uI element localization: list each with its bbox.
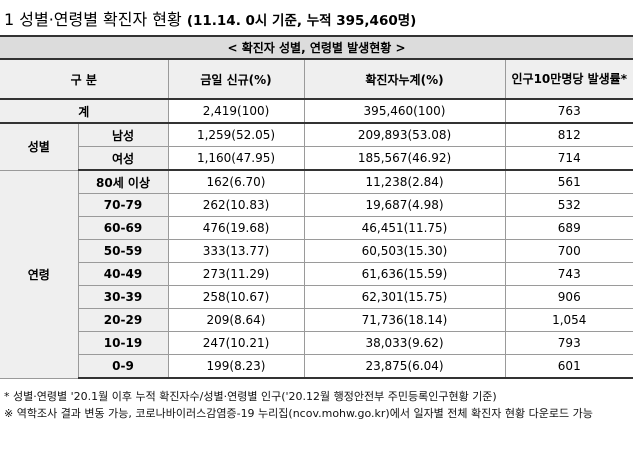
cell-today: 273(11.29)	[167, 262, 305, 286]
cell-cumulative: 19,687(4.98)	[303, 193, 506, 217]
table-row: 연령 80세 이상 162(6.70) 11,238(2.84) 561	[0, 169, 633, 379]
title-main: 1 성별·연령별 확진자 현황	[4, 10, 182, 29]
cell-cumulative: 185,567(46.92)	[303, 146, 506, 171]
table-row: 성별 남성 1,259(52.05) 209,893(53.08) 812	[0, 122, 633, 171]
cell-cumulative: 46,451(11.75)	[303, 216, 506, 240]
row-label: 0-9	[77, 354, 169, 379]
table-caption-row: < 확진자 성별, 연령별 발생현황 >	[0, 35, 633, 60]
cell-rate: 906	[504, 285, 633, 309]
cell-cumulative: 38,033(9.62)	[303, 331, 506, 355]
row-label: 남성	[77, 122, 169, 147]
cell-today: 162(6.70)	[167, 169, 305, 194]
cell-today: 1,259(52.05)	[167, 122, 305, 147]
row-label: 20-29	[77, 308, 169, 332]
cell-today: 258(10.67)	[167, 285, 305, 309]
table-row: 0-9 199(8.23) 23,875(6.04) 601	[0, 354, 633, 379]
confirmed-cases-table: < 확진자 성별, 연령별 발생현황 > 구 분 금일 신규(%) 확진자누계(…	[0, 35, 633, 379]
cell-today: 1,160(47.95)	[167, 146, 305, 171]
table-caption: < 확진자 성별, 연령별 발생현황 >	[0, 35, 633, 60]
cell-cumulative: 71,736(18.14)	[303, 308, 506, 332]
cell-rate: 532	[504, 193, 633, 217]
table-row: 40-49 273(11.29) 61,636(15.59) 743	[0, 262, 633, 286]
header-cumulative: 확진자누계(%)	[303, 58, 506, 100]
cell-cumulative: 209,893(53.08)	[303, 122, 506, 147]
row-label: 80세 이상	[77, 169, 169, 194]
table-row: 30-39 258(10.67) 62,301(15.75) 906	[0, 285, 633, 309]
total-today: 2,419(100)	[167, 98, 305, 124]
cell-today: 476(19.68)	[167, 216, 305, 240]
total-rate: 763	[504, 98, 633, 124]
cell-today: 333(13.77)	[167, 239, 305, 263]
cell-rate: 561	[504, 169, 633, 194]
title-sub: (11.14. 0시 기준, 누적 395,460명)	[186, 13, 417, 29]
cell-cumulative: 62,301(15.75)	[303, 285, 506, 309]
row-label: 50-59	[77, 239, 169, 263]
cell-rate: 700	[504, 239, 633, 263]
cell-today: 199(8.23)	[167, 354, 305, 379]
footnotes: * 성별·연령별 '20.1월 이후 누적 확진자수/성별·연령별 인구('20…	[4, 388, 630, 422]
cell-today: 262(10.83)	[167, 193, 305, 217]
footnote-rate-definition: * 성별·연령별 '20.1월 이후 누적 확진자수/성별·연령별 인구('20…	[4, 390, 497, 403]
cell-cumulative: 23,875(6.04)	[303, 354, 506, 379]
cell-cumulative: 60,503(15.30)	[303, 239, 506, 263]
cell-rate: 601	[504, 354, 633, 379]
total-cumulative: 395,460(100)	[303, 98, 506, 124]
row-label: 60-69	[77, 216, 169, 240]
table-row: 20-29 209(8.64) 71,736(18.14) 1,054	[0, 308, 633, 332]
cell-rate: 793	[504, 331, 633, 355]
row-label: 70-79	[77, 193, 169, 217]
header-rate: 인구10만명당 발생률*	[504, 58, 633, 100]
cell-rate: 1,054	[504, 308, 633, 332]
cell-cumulative: 61,636(15.59)	[303, 262, 506, 286]
row-label: 여성	[77, 146, 169, 171]
cell-rate: 743	[504, 262, 633, 286]
table-row: 여성 1,160(47.95) 185,567(46.92) 714	[0, 146, 633, 171]
cell-cumulative: 11,238(2.84)	[303, 169, 506, 194]
table-row: 10-19 247(10.21) 38,033(9.62) 793	[0, 331, 633, 355]
header-category: 구 분	[0, 58, 169, 100]
table-row: 60-69 476(19.68) 46,451(11.75) 689	[0, 216, 633, 240]
table-header-row: 구 분 금일 신규(%) 확진자누계(%) 인구10만명당 발생률*	[0, 58, 633, 100]
footnote-data-source: ※ 역학조사 결과 변동 가능, 코로나바이러스감염증-19 누리집(ncov.…	[4, 407, 593, 420]
table-row: 50-59 333(13.77) 60,503(15.30) 700	[0, 239, 633, 263]
page-title: 1 성별·연령별 확진자 현황 (11.14. 0시 기준, 누적 395,46…	[4, 6, 416, 30]
table-row: 70-79 262(10.83) 19,687(4.98) 532	[0, 193, 633, 217]
total-label: 계	[0, 98, 169, 124]
cell-rate: 714	[504, 146, 633, 171]
sex-group-label: 성별	[0, 122, 79, 171]
table-row-total: 계 2,419(100) 395,460(100) 763	[0, 98, 633, 124]
age-group-label: 연령	[0, 169, 79, 379]
cell-rate: 812	[504, 122, 633, 147]
cell-rate: 689	[504, 216, 633, 240]
cell-today: 247(10.21)	[167, 331, 305, 355]
row-label: 40-49	[77, 262, 169, 286]
row-label: 10-19	[77, 331, 169, 355]
header-today: 금일 신규(%)	[167, 58, 305, 100]
row-label: 30-39	[77, 285, 169, 309]
cell-today: 209(8.64)	[167, 308, 305, 332]
